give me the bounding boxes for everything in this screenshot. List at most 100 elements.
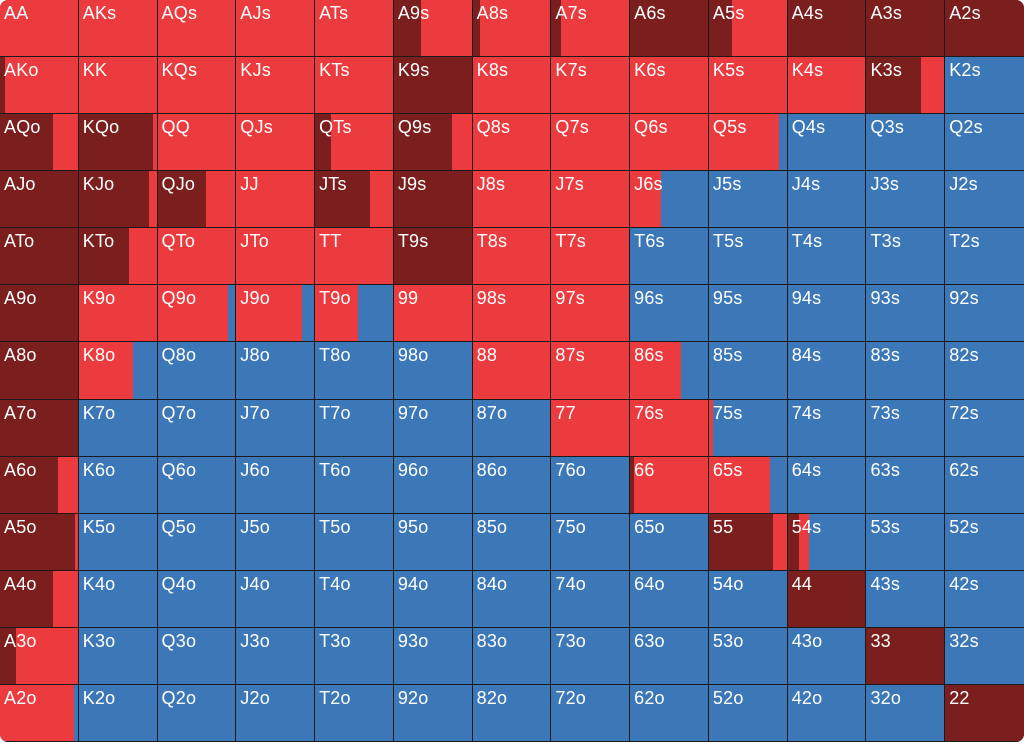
hand-cell-Q2o[interactable]: Q2o — [157, 684, 237, 742]
hand-cell-A3o[interactable]: A3o — [0, 627, 79, 685]
hand-cell-75s[interactable]: 75s — [708, 399, 788, 457]
hand-cell-44[interactable]: 44 — [787, 570, 867, 628]
hand-cell-T8o[interactable]: T8o — [315, 342, 394, 400]
hand-cell-A4o[interactable]: A4o — [0, 570, 79, 628]
hand-cell-43s[interactable]: 43s — [866, 570, 946, 628]
hand-cell-T2s[interactable]: T2s — [945, 228, 1024, 286]
hand-cell-85s[interactable]: 85s — [708, 342, 788, 400]
hand-cell-QJs[interactable]: QJs — [236, 114, 316, 172]
hand-cell-64o[interactable]: 64o — [630, 570, 709, 628]
hand-cell-A8o[interactable]: A8o — [0, 342, 79, 400]
hand-cell-JJ[interactable]: JJ — [236, 171, 316, 229]
hand-cell-J7s[interactable]: J7s — [551, 171, 631, 229]
hand-cell-Q4s[interactable]: Q4s — [787, 114, 867, 172]
hand-cell-AJo[interactable]: AJo — [0, 171, 79, 229]
hand-cell-T3o[interactable]: T3o — [315, 627, 394, 685]
hand-cell-22[interactable]: 22 — [945, 684, 1024, 742]
hand-cell-A7s[interactable]: A7s — [551, 0, 631, 58]
hand-cell-86s[interactable]: 86s — [630, 342, 709, 400]
hand-cell-76s[interactable]: 76s — [630, 399, 709, 457]
hand-cell-98o[interactable]: 98o — [393, 342, 473, 400]
hand-cell-98s[interactable]: 98s — [472, 285, 552, 343]
hand-cell-85o[interactable]: 85o — [472, 513, 552, 571]
hand-cell-QTs[interactable]: QTs — [315, 114, 394, 172]
hand-cell-QJo[interactable]: QJo — [157, 171, 237, 229]
hand-cell-Q5s[interactable]: Q5s — [708, 114, 788, 172]
hand-cell-J6s[interactable]: J6s — [630, 171, 709, 229]
hand-cell-A5s[interactable]: A5s — [708, 0, 788, 58]
hand-cell-K8o[interactable]: K8o — [78, 342, 158, 400]
hand-cell-J4s[interactable]: J4s — [787, 171, 867, 229]
hand-cell-T7s[interactable]: T7s — [551, 228, 631, 286]
hand-cell-TT[interactable]: TT — [315, 228, 394, 286]
hand-cell-96s[interactable]: 96s — [630, 285, 709, 343]
hand-cell-K4o[interactable]: K4o — [78, 570, 158, 628]
hand-cell-Q9o[interactable]: Q9o — [157, 285, 237, 343]
hand-cell-K5s[interactable]: K5s — [708, 57, 788, 115]
hand-cell-93s[interactable]: 93s — [866, 285, 946, 343]
hand-cell-52s[interactable]: 52s — [945, 513, 1024, 571]
hand-cell-J3s[interactable]: J3s — [866, 171, 946, 229]
hand-cell-62s[interactable]: 62s — [945, 456, 1024, 514]
hand-cell-73o[interactable]: 73o — [551, 627, 631, 685]
hand-cell-J2o[interactable]: J2o — [236, 684, 316, 742]
hand-cell-QQ[interactable]: QQ — [157, 114, 237, 172]
hand-cell-55[interactable]: 55 — [708, 513, 788, 571]
hand-cell-K3s[interactable]: K3s — [866, 57, 946, 115]
hand-cell-76o[interactable]: 76o — [551, 456, 631, 514]
hand-cell-J6o[interactable]: J6o — [236, 456, 316, 514]
hand-cell-82o[interactable]: 82o — [472, 684, 552, 742]
hand-cell-T7o[interactable]: T7o — [315, 399, 394, 457]
hand-cell-82s[interactable]: 82s — [945, 342, 1024, 400]
hand-cell-A3s[interactable]: A3s — [866, 0, 946, 58]
hand-cell-A5o[interactable]: A5o — [0, 513, 79, 571]
hand-cell-43o[interactable]: 43o — [787, 627, 867, 685]
hand-cell-Q7o[interactable]: Q7o — [157, 399, 237, 457]
hand-cell-54o[interactable]: 54o — [708, 570, 788, 628]
hand-cell-88[interactable]: 88 — [472, 342, 552, 400]
hand-cell-Q9s[interactable]: Q9s — [393, 114, 473, 172]
hand-cell-T4s[interactable]: T4s — [787, 228, 867, 286]
hand-cell-63s[interactable]: 63s — [866, 456, 946, 514]
hand-cell-Q6s[interactable]: Q6s — [630, 114, 709, 172]
hand-cell-AQs[interactable]: AQs — [157, 0, 237, 58]
hand-cell-97s[interactable]: 97s — [551, 285, 631, 343]
hand-cell-Q4o[interactable]: Q4o — [157, 570, 237, 628]
hand-cell-74o[interactable]: 74o — [551, 570, 631, 628]
hand-cell-AKs[interactable]: AKs — [78, 0, 158, 58]
hand-cell-ATs[interactable]: ATs — [315, 0, 394, 58]
hand-cell-94s[interactable]: 94s — [787, 285, 867, 343]
hand-cell-KK[interactable]: KK — [78, 57, 158, 115]
hand-cell-T6o[interactable]: T6o — [315, 456, 394, 514]
hand-cell-K8s[interactable]: K8s — [472, 57, 552, 115]
hand-cell-J9s[interactable]: J9s — [393, 171, 473, 229]
hand-cell-ATo[interactable]: ATo — [0, 228, 79, 286]
hand-cell-65s[interactable]: 65s — [708, 456, 788, 514]
hand-cell-93o[interactable]: 93o — [393, 627, 473, 685]
hand-cell-KJs[interactable]: KJs — [236, 57, 316, 115]
hand-cell-75o[interactable]: 75o — [551, 513, 631, 571]
hand-cell-K5o[interactable]: K5o — [78, 513, 158, 571]
hand-cell-J4o[interactable]: J4o — [236, 570, 316, 628]
hand-cell-K9s[interactable]: K9s — [393, 57, 473, 115]
hand-cell-99[interactable]: 99 — [393, 285, 473, 343]
hand-cell-Q7s[interactable]: Q7s — [551, 114, 631, 172]
hand-cell-AQo[interactable]: AQo — [0, 114, 79, 172]
hand-cell-A2s[interactable]: A2s — [945, 0, 1024, 58]
hand-cell-K7o[interactable]: K7o — [78, 399, 158, 457]
hand-cell-42s[interactable]: 42s — [945, 570, 1024, 628]
hand-cell-52o[interactable]: 52o — [708, 684, 788, 742]
hand-cell-53o[interactable]: 53o — [708, 627, 788, 685]
hand-cell-77[interactable]: 77 — [551, 399, 631, 457]
hand-cell-K7s[interactable]: K7s — [551, 57, 631, 115]
hand-cell-K9o[interactable]: K9o — [78, 285, 158, 343]
hand-cell-T5s[interactable]: T5s — [708, 228, 788, 286]
hand-cell-JTo[interactable]: JTo — [236, 228, 316, 286]
hand-cell-A9o[interactable]: A9o — [0, 285, 79, 343]
hand-cell-62o[interactable]: 62o — [630, 684, 709, 742]
hand-cell-Q2s[interactable]: Q2s — [945, 114, 1024, 172]
hand-cell-A9s[interactable]: A9s — [393, 0, 473, 58]
hand-cell-65o[interactable]: 65o — [630, 513, 709, 571]
hand-cell-66[interactable]: 66 — [630, 456, 709, 514]
hand-cell-T2o[interactable]: T2o — [315, 684, 394, 742]
